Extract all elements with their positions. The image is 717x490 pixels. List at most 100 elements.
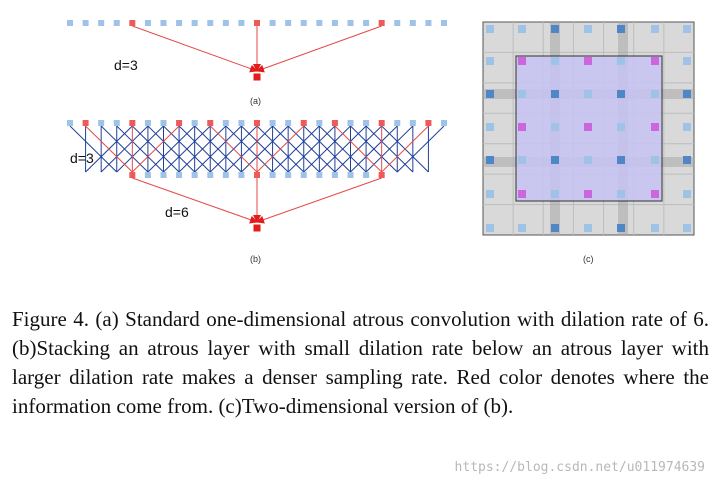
input-node bbox=[144, 20, 151, 26]
input-node bbox=[441, 120, 447, 126]
input-node bbox=[67, 120, 73, 126]
input-node bbox=[486, 25, 494, 33]
input-node bbox=[551, 156, 559, 164]
input-node bbox=[683, 90, 691, 98]
input-node bbox=[144, 172, 151, 178]
connection-line bbox=[194, 125, 242, 173]
output-node bbox=[253, 73, 261, 81]
input-node bbox=[486, 224, 494, 232]
input-node bbox=[222, 20, 229, 26]
input-node bbox=[683, 123, 691, 131]
source-node bbox=[176, 120, 183, 126]
connection-line bbox=[396, 125, 445, 173]
input-node bbox=[651, 224, 659, 232]
input-node bbox=[518, 90, 526, 98]
input-node bbox=[363, 120, 370, 126]
connection-line bbox=[132, 25, 258, 73]
panel-b-upper-dilation-label: d=6 bbox=[165, 204, 189, 220]
input-node bbox=[207, 172, 214, 178]
source-node bbox=[651, 123, 659, 131]
figure-diagrams: d=3 (a) d=3 d=6 (b) (c) bbox=[67, 20, 695, 264]
input-node bbox=[269, 20, 276, 26]
input-node bbox=[683, 224, 691, 232]
input-node bbox=[285, 172, 292, 178]
watermark-url: https://blog.csdn.net/u011974639 bbox=[454, 460, 705, 475]
input-node bbox=[551, 90, 559, 98]
input-node bbox=[222, 120, 229, 126]
input-node bbox=[518, 25, 526, 33]
input-node bbox=[394, 20, 401, 26]
input-node bbox=[441, 20, 447, 26]
input-node bbox=[683, 156, 691, 164]
input-node bbox=[617, 156, 625, 164]
connection-line bbox=[85, 125, 133, 173]
input-node bbox=[191, 120, 198, 126]
source-node bbox=[378, 120, 385, 126]
input-node bbox=[683, 57, 691, 65]
input-node bbox=[651, 156, 659, 164]
input-node bbox=[518, 156, 526, 164]
input-node bbox=[551, 25, 559, 33]
input-node bbox=[617, 25, 625, 33]
input-node bbox=[300, 20, 307, 26]
input-node bbox=[409, 20, 416, 26]
input-node bbox=[584, 25, 592, 33]
input-node bbox=[207, 20, 214, 26]
input-node bbox=[238, 120, 245, 126]
input-node bbox=[347, 172, 354, 178]
connection-line bbox=[272, 125, 320, 173]
panel-b-lower-dilation-label: d=3 bbox=[70, 150, 94, 166]
input-node bbox=[617, 90, 625, 98]
connection-line bbox=[256, 177, 382, 224]
input-node bbox=[584, 156, 592, 164]
input-node bbox=[551, 224, 559, 232]
source-node bbox=[584, 57, 592, 65]
input-node bbox=[238, 20, 245, 26]
input-node bbox=[98, 20, 105, 26]
source-node bbox=[207, 120, 214, 126]
input-node bbox=[176, 172, 183, 178]
input-node bbox=[486, 156, 494, 164]
input-node bbox=[269, 172, 276, 178]
source-node bbox=[300, 120, 307, 126]
input-node bbox=[316, 20, 323, 26]
figure-caption: Figure 4. (a) Standard one-dimensional a… bbox=[12, 307, 709, 418]
source-node bbox=[425, 120, 432, 126]
source-node bbox=[129, 172, 136, 178]
source-node bbox=[82, 120, 89, 126]
input-node bbox=[651, 90, 659, 98]
input-node bbox=[67, 20, 73, 26]
source-node bbox=[129, 20, 136, 26]
input-node bbox=[518, 224, 526, 232]
input-node bbox=[160, 120, 167, 126]
panel-b-label: (b) bbox=[250, 254, 261, 264]
input-node bbox=[584, 90, 592, 98]
input-node bbox=[584, 224, 592, 232]
source-node bbox=[584, 190, 592, 198]
input-node bbox=[651, 25, 659, 33]
panel-a-dilation-label: d=3 bbox=[114, 57, 138, 73]
source-node bbox=[254, 172, 260, 178]
input-node bbox=[176, 20, 183, 26]
source-node bbox=[378, 172, 385, 178]
input-node bbox=[409, 120, 416, 126]
input-node bbox=[617, 224, 625, 232]
connection-line bbox=[131, 125, 180, 173]
input-node bbox=[285, 120, 292, 126]
input-node bbox=[551, 123, 559, 131]
input-node bbox=[617, 57, 625, 65]
connection-line bbox=[303, 125, 351, 173]
connection-line bbox=[365, 125, 414, 173]
input-node bbox=[191, 20, 198, 26]
connection-line bbox=[241, 125, 289, 173]
panel-c bbox=[482, 21, 695, 236]
input-node bbox=[347, 120, 354, 126]
connection-line bbox=[132, 177, 258, 224]
input-node bbox=[486, 123, 494, 131]
input-node bbox=[316, 120, 323, 126]
input-node bbox=[683, 25, 691, 33]
input-node bbox=[144, 120, 151, 126]
input-node bbox=[222, 172, 229, 178]
output-node bbox=[253, 224, 261, 232]
input-node bbox=[347, 20, 354, 26]
